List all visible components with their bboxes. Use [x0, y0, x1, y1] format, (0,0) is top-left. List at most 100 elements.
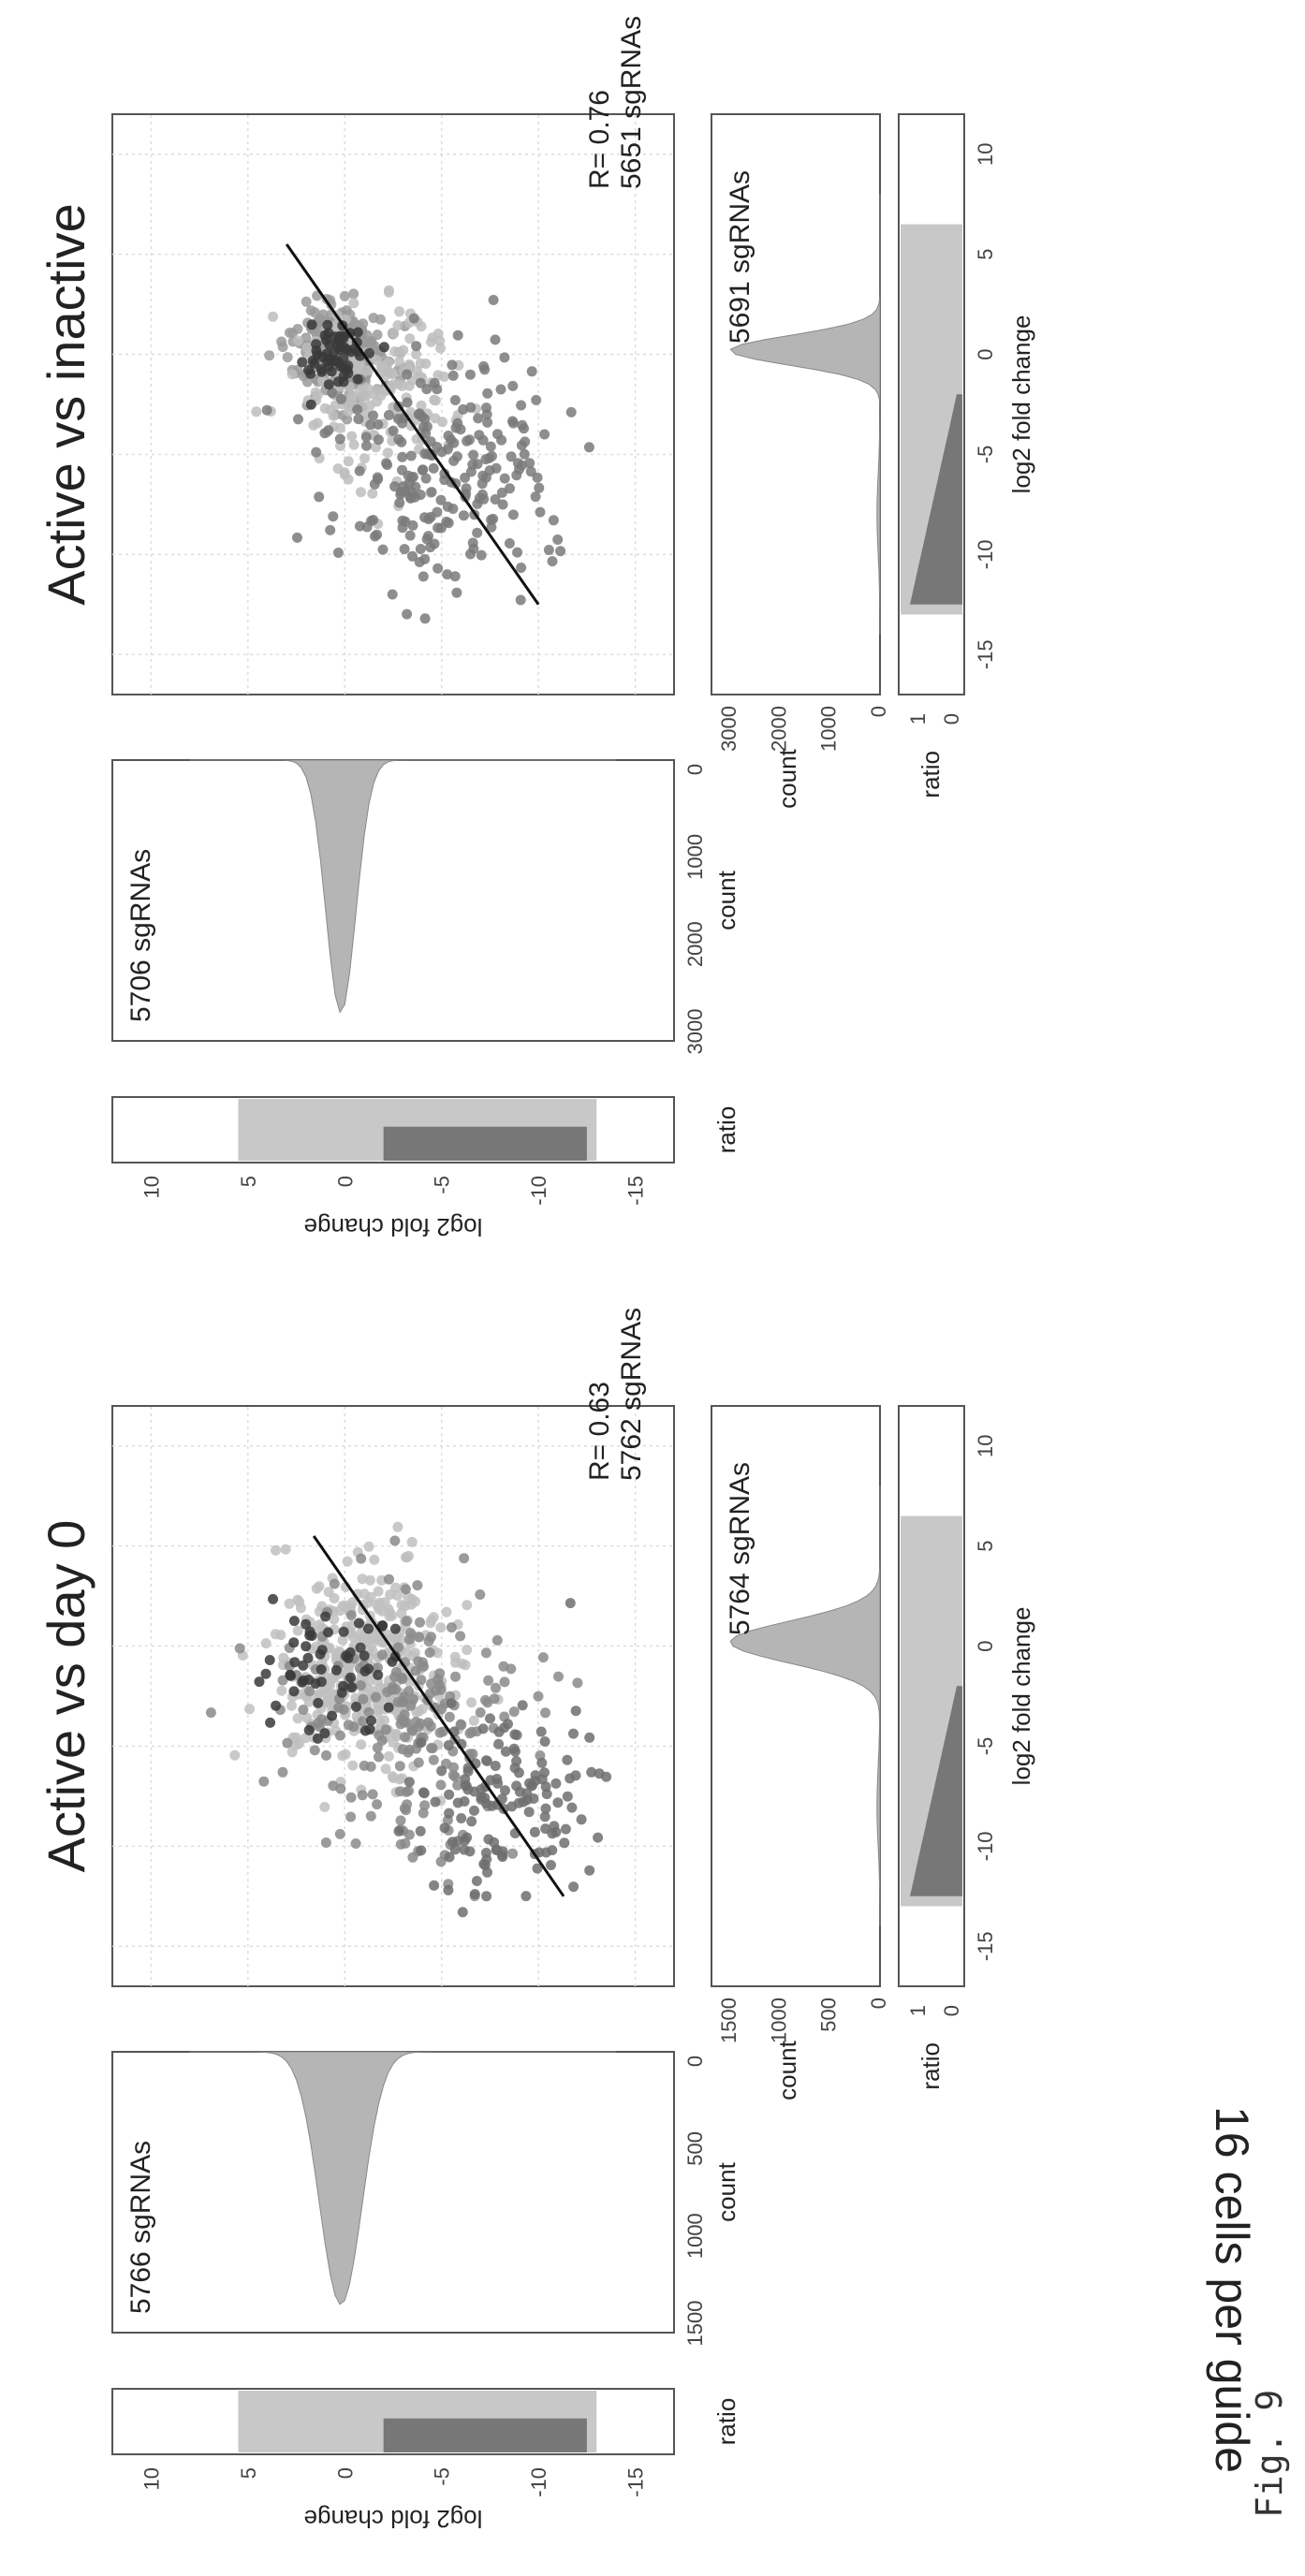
scatter-point: [373, 419, 383, 430]
scatter-point: [388, 590, 398, 600]
scatter-point: [469, 1806, 479, 1816]
scatter-point: [493, 1739, 504, 1749]
scatter-point: [371, 1692, 381, 1703]
scatter-point: [444, 1790, 454, 1800]
scatter-point: [339, 1627, 349, 1637]
scatter-point: [301, 1641, 311, 1651]
scatter-point: [431, 395, 441, 405]
scatter-point: [268, 1594, 278, 1604]
scatter-point: [548, 556, 558, 566]
scatter-point: [456, 424, 466, 434]
scatter-point: [261, 1638, 271, 1648]
scatter-point: [407, 1852, 418, 1863]
scatter-point: [425, 542, 435, 552]
scatter-point: [319, 428, 330, 438]
scatter-point: [444, 1740, 454, 1750]
count-tick-side: 1500: [683, 2301, 707, 2347]
panel-1: Active vs day 0R= 0.635762 sgRNAs5764 sg…: [37, 1308, 1035, 2533]
scatter-point: [482, 409, 492, 419]
count-tick: 1000: [767, 1998, 790, 2043]
scatter-point: [333, 548, 344, 558]
y-tick-label: 0: [333, 1176, 357, 1187]
scatter-point: [461, 1660, 471, 1670]
scatter-point: [378, 545, 389, 555]
scatter-point: [316, 367, 327, 377]
scatter-point: [370, 479, 380, 490]
scatter-point: [367, 489, 377, 499]
scatter-point: [568, 1881, 579, 1892]
r-value: R= 0.76: [584, 90, 615, 189]
count-tick-side: 500: [683, 2131, 707, 2166]
scatter-point: [562, 1755, 572, 1765]
scatter-point: [481, 1647, 491, 1658]
scatter-point: [353, 374, 363, 385]
scatter-point: [451, 588, 462, 598]
scatter-point: [516, 563, 526, 573]
scatter-point: [379, 342, 389, 352]
scatter-point: [382, 460, 392, 470]
scatter-point: [347, 395, 358, 405]
scatter-point: [271, 1629, 281, 1639]
scatter-point: [356, 1643, 366, 1653]
scatter-point: [593, 1833, 603, 1843]
scatter-point: [497, 488, 507, 498]
scatter-point: [349, 440, 359, 450]
scatter-point: [320, 1612, 330, 1622]
scatter-point: [447, 504, 458, 514]
count-tick-side: 2000: [683, 921, 707, 967]
scatter-point: [516, 595, 526, 606]
scatter-point: [452, 451, 462, 461]
scatter-point: [512, 548, 522, 558]
scatter-point: [291, 1740, 301, 1750]
chart-title: Active vs inactive: [37, 203, 95, 606]
scatter-point: [345, 1812, 356, 1822]
scatter-point: [418, 1808, 429, 1819]
scatter-point: [341, 1749, 351, 1760]
scatter-point: [390, 1685, 401, 1695]
scatter-point: [426, 1616, 436, 1626]
scatter-point: [235, 1644, 245, 1654]
scatter-point: [358, 1573, 368, 1584]
y-axis-label: log2 fold change: [304, 1213, 483, 1241]
scatter-point: [477, 550, 487, 561]
scatter-point: [276, 337, 286, 347]
scatter-point: [358, 1694, 368, 1705]
ratio-tick: 1: [906, 2005, 930, 2016]
count-tick-side: 0: [683, 764, 707, 775]
scatter-point: [271, 1701, 281, 1711]
scatter-point: [339, 376, 349, 387]
scatter-point: [510, 1763, 521, 1773]
scatter-point: [481, 1755, 491, 1765]
scatter-point: [584, 1733, 594, 1743]
scatter-point: [492, 429, 503, 439]
ratio-label-side: ratio: [712, 1106, 740, 1154]
scatter-point: [265, 1655, 275, 1665]
scatter-point: [384, 1751, 394, 1762]
scatter-point: [297, 357, 307, 367]
scatter-point: [324, 379, 334, 389]
scatter-point: [317, 1645, 328, 1655]
scatter-point: [448, 1770, 459, 1780]
scatter-point: [491, 1774, 502, 1784]
scatter-point: [572, 1677, 582, 1688]
scatter-point: [475, 1589, 485, 1600]
scatter-point: [418, 571, 429, 581]
scatter-point: [340, 291, 350, 301]
scatter-point: [584, 442, 594, 452]
scatter-point: [561, 1824, 571, 1835]
scatter-point: [394, 498, 404, 508]
scatter-point: [400, 1732, 410, 1742]
ratio-tick: 0: [940, 713, 963, 724]
scatter-point: [322, 320, 332, 330]
scatter-point: [416, 1826, 426, 1837]
scatter-point: [416, 1737, 426, 1748]
scatter-point: [288, 1637, 299, 1647]
scatter-point: [447, 359, 457, 370]
scatter-point: [566, 407, 577, 417]
scatter-point: [301, 1619, 311, 1630]
x-tick-label: -10: [974, 1831, 997, 1861]
scatter-point: [433, 564, 443, 574]
count-label-top: count: [773, 748, 801, 808]
